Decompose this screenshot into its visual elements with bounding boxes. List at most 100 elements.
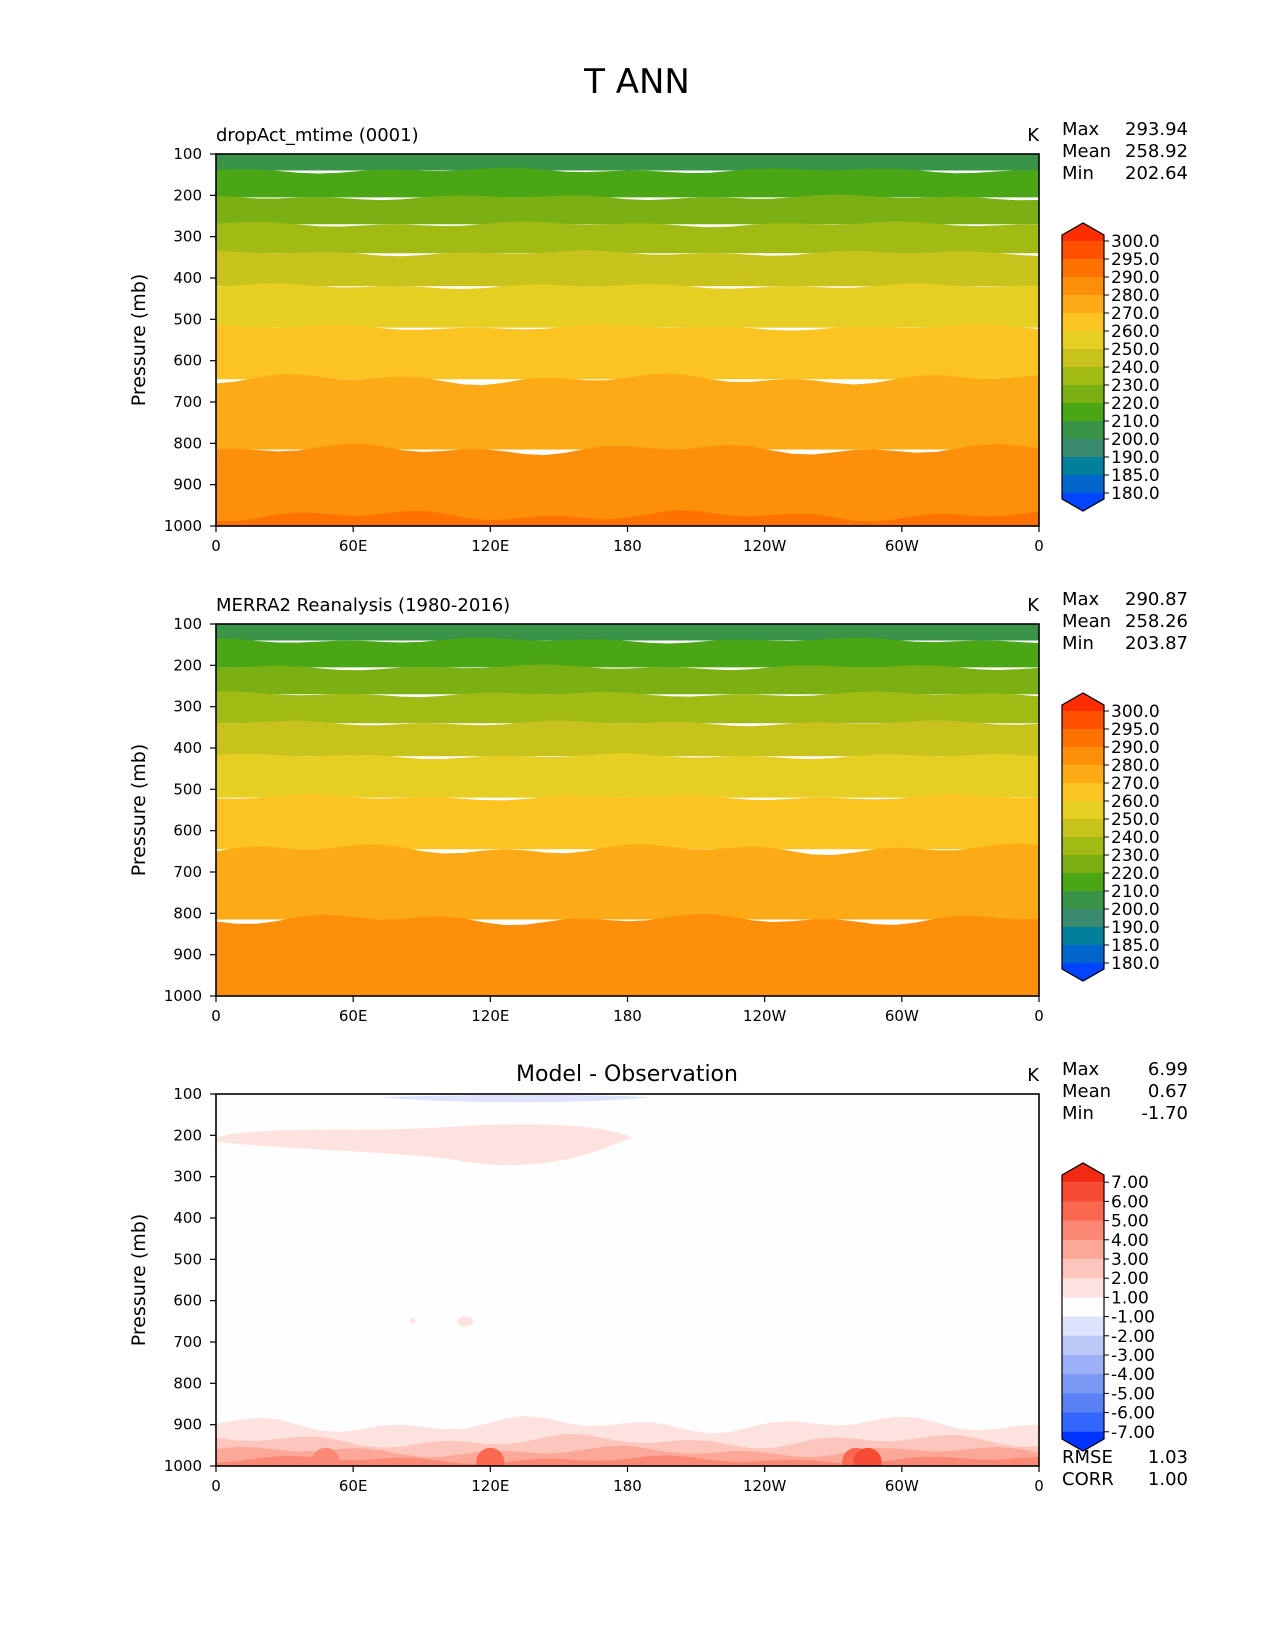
colorbar-tick-label: 3.00 [1111,1250,1149,1270]
x-tick-label: 60W [885,1477,919,1495]
colorbar-segment [1062,475,1104,494]
colorbar: 7.006.005.004.003.002.001.00-1.00-2.00-3… [1061,1162,1155,1452]
x-tick-label: 0 [211,537,221,555]
x-tick-label: 120W [743,537,787,555]
colorbar-tick-label: 230.0 [1111,846,1160,866]
stat-max-label: Max [1062,119,1100,140]
colorbar-tick-label: 200.0 [1111,430,1160,450]
colorbar-extend-max [1062,1163,1104,1183]
colorbar-tick-label: 185.0 [1111,466,1160,486]
metrics-block: RMSE 1.03 CORR 1.00 [1062,1447,1188,1490]
corr-label: CORR [1062,1469,1114,1490]
colorbar-segment [1062,1239,1104,1260]
colorbar-segment [1062,801,1104,820]
colorbar-segment [1062,1374,1104,1394]
contour-band [216,373,1039,450]
colorbar-segment [1062,259,1104,278]
x-tick-label: 60E [339,1477,368,1495]
panel-title-left: dropAct_mtime (0001) [216,125,419,146]
x-tick-label: 0 [211,1007,221,1025]
anomaly-hotspot [853,1447,882,1466]
stats-block: Max 290.87 Mean 258.26 Min 203.87 [1062,589,1188,654]
colorbar-tick-label: 290.0 [1111,268,1160,288]
colorbar-tick-label: -1.00 [1111,1308,1155,1328]
colorbar-tick-label: 295.0 [1111,720,1160,740]
x-tick-label: 120W [743,1007,787,1025]
colorbar-segment [1062,439,1104,458]
y-tick-label: 800 [173,1374,202,1392]
x-tick-label: 0 [1034,1007,1044,1025]
contour-field [216,624,1039,996]
colorbar-tick-label: 300.0 [1111,702,1160,722]
contour-field [216,1094,1039,1466]
contour-band [216,167,1039,198]
stat-min-value: -1.70 [1141,1103,1188,1124]
x-tick-label: 180 [613,1007,642,1025]
colorbar-tick-label: 270.0 [1111,304,1160,324]
contour-band [216,720,1039,757]
stat-max-value: 6.99 [1148,1059,1188,1080]
stat-mean-value: 0.67 [1148,1081,1188,1102]
y-tick-label: 200 [173,1126,202,1144]
y-tick-label: 300 [173,228,202,246]
colorbar-tick-label: 260.0 [1111,792,1160,812]
diff-background [216,1094,1039,1466]
colorbar-extend-min [1062,963,1104,981]
surface-anomaly-layer [216,1455,1039,1466]
colorbar-segment [1062,277,1104,296]
contour-band [216,794,1039,850]
colorbar-segment [1062,945,1104,964]
y-tick-label: 900 [173,476,202,494]
colorbar-tick-label: -2.00 [1111,1327,1155,1347]
colorbar-segment [1062,873,1104,892]
x-tick-label: 60E [339,537,368,555]
stat-min-label: Min [1062,1103,1094,1124]
y-tick-label: 600 [173,822,202,840]
x-tick-label: 120E [471,537,509,555]
stat-mean-label: Mean [1062,1081,1111,1102]
contour-band [216,637,1039,668]
stats-block: Max 6.99 Mean 0.67 Min -1.70 [1062,1059,1188,1124]
stat-max-value: 293.94 [1125,119,1188,140]
negative-anomaly-region [380,1094,651,1103]
colorbar-tick-label: -5.00 [1111,1384,1155,1404]
contour-band [216,443,1039,526]
colorbar-segment [1062,1393,1104,1414]
colorbar-tick-label: -7.00 [1111,1423,1155,1443]
stat-min-value: 203.87 [1125,633,1188,654]
x-tick-label: 0 [211,1477,221,1495]
colorbar-tick-label: 7.00 [1111,1173,1149,1193]
colorbar-extend-max [1062,693,1104,711]
colorbar-extend-max [1062,223,1104,241]
colorbar-segment [1062,1316,1104,1337]
anomaly-hotspot [476,1447,505,1466]
colorbar-tick-label: 2.00 [1111,1269,1149,1289]
contour-band [216,664,1039,695]
colorbar-tick-label: 4.00 [1111,1231,1149,1251]
corr-value: 1.00 [1148,1469,1188,1490]
colorbar-segment [1062,349,1104,368]
stat-mean-value: 258.26 [1125,611,1188,632]
colorbar-tick-label: 185.0 [1111,936,1160,956]
y-tick-label: 400 [173,269,202,287]
x-tick-label: 180 [613,537,642,555]
colorbar-segment [1062,783,1104,802]
colorbar-outline [1061,1162,1105,1452]
colorbar-tick-label: 230.0 [1111,376,1160,396]
rmse-value: 1.03 [1148,1447,1188,1468]
panel-top: dropAct_mtime (0001) K Max 293.94 Mean 2… [128,119,1188,555]
colorbar-segment [1062,1201,1104,1222]
colorbar-segment [1062,241,1104,260]
colorbar-segment [1062,1355,1104,1375]
colorbar-extend-min [1062,493,1104,511]
x-tick-label: 120W [743,1477,787,1495]
colorbar-tick-label: 190.0 [1111,448,1160,468]
x-tick-label: 60W [885,1007,919,1025]
anomaly-hotspot [311,1447,340,1466]
x-tick-label: 0 [1034,537,1044,555]
colorbar-segment [1062,1412,1104,1433]
colorbar-outline [1061,692,1105,982]
colorbar-tick-label: 295.0 [1111,250,1160,270]
panel-title-left: MERRA2 Reanalysis (1980-2016) [216,595,510,616]
colorbar-extend-min [1062,1431,1104,1451]
